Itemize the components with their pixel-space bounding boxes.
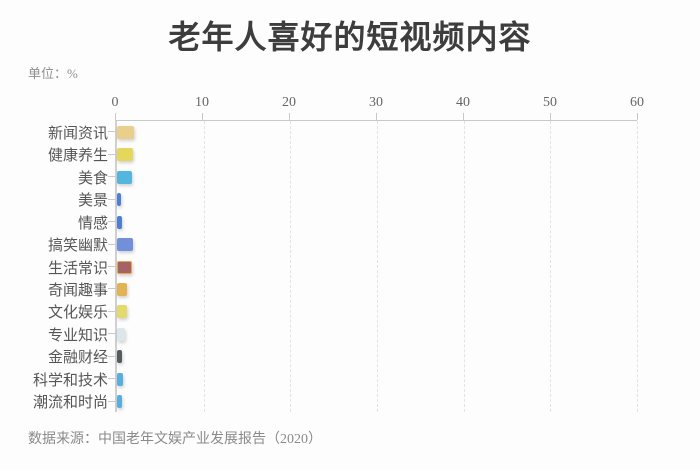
x-tick-mark	[289, 113, 290, 120]
y-tick-mark	[108, 288, 115, 290]
y-axis-category-label: 健康养生	[47, 148, 108, 165]
source-note: 数据来源：中国老年文娱产业发展报告（2020）	[28, 432, 322, 447]
y-axis-category-label: 搞笑幽默	[47, 238, 108, 255]
y-tick-mark	[108, 131, 115, 133]
bar	[117, 193, 121, 207]
bar	[117, 125, 135, 139]
bar	[117, 395, 122, 409]
plot-area	[115, 120, 638, 412]
y-tick-mark	[108, 333, 115, 335]
y-axis-category-label: 美景	[77, 193, 108, 210]
y-tick-mark	[108, 378, 115, 380]
y-axis-category-label: 科学和技术	[32, 372, 108, 389]
y-axis-labels: 新闻资讯健康养生美食美景情感搞笑幽默生活常识奇闻趣事文化娱乐专业知识金融财经科学…	[0, 120, 115, 412]
chart-title: 老年人喜好的短视频内容	[168, 19, 532, 55]
y-tick-mark	[108, 355, 115, 357]
x-tick-mark	[202, 113, 203, 120]
x-tick-mark	[550, 113, 551, 120]
y-axis-category-label: 新闻资讯	[47, 125, 108, 142]
y-axis-category-label: 专业知识	[47, 327, 108, 344]
x-tick-mark	[376, 113, 377, 120]
x-tick-label: 40	[456, 95, 470, 110]
bar	[117, 372, 123, 386]
y-tick-mark	[108, 221, 115, 223]
gridline	[463, 121, 465, 412]
x-tick-label: 50	[543, 95, 557, 110]
bar	[117, 215, 122, 229]
x-tick-mark	[115, 113, 116, 120]
y-tick-mark	[108, 198, 115, 200]
gridline	[637, 121, 638, 412]
gridline	[203, 121, 205, 412]
gridline	[290, 121, 292, 412]
y-axis-category-label: 奇闻趣事	[47, 282, 108, 299]
bar	[117, 305, 128, 319]
x-tick-label: 20	[282, 95, 296, 110]
y-tick-mark	[108, 243, 115, 245]
bar	[117, 282, 127, 296]
x-tick-label: 10	[195, 95, 209, 110]
x-tick-mark	[463, 113, 464, 120]
unit-label: 单位：%	[28, 66, 78, 81]
bar	[117, 327, 125, 341]
y-tick-mark	[108, 266, 115, 267]
y-axis-category-label: 文化娱乐	[47, 305, 108, 322]
y-axis-category-label: 美食	[77, 170, 108, 187]
x-tick-label: 0	[111, 95, 119, 110]
y-axis-category-label: 生活常识	[47, 260, 108, 277]
y-axis-category-label: 情感	[77, 215, 108, 232]
gridline	[550, 121, 552, 412]
x-tick-mark	[637, 113, 638, 120]
bar	[117, 170, 132, 184]
x-axis-tick-labels: 0 10 20 30 40 50 60	[111, 95, 645, 113]
x-tick-label: 60	[630, 95, 644, 110]
x-tick-label: 30	[369, 95, 383, 110]
y-tick-mark	[108, 400, 115, 402]
bar	[117, 238, 133, 252]
bar	[117, 350, 123, 364]
y-axis-category-label: 潮流和时尚	[32, 395, 108, 412]
y-axis-category-label: 金融财经	[47, 350, 108, 367]
y-tick-mark	[108, 176, 115, 178]
y-tick-mark	[108, 153, 115, 155]
gridline	[377, 121, 378, 412]
y-tick-mark	[108, 310, 115, 312]
bar	[117, 260, 133, 274]
bar	[117, 148, 134, 162]
